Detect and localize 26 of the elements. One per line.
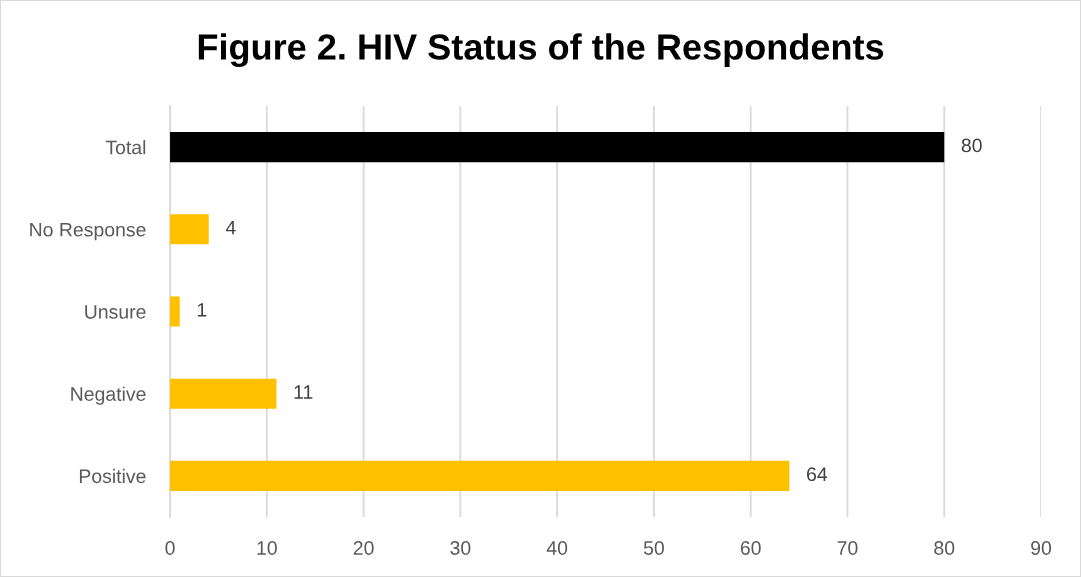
bar	[170, 460, 790, 491]
x-tick-label: 90	[1031, 541, 1052, 555]
y-tick-label: No Response	[30, 222, 146, 241]
x-tick-label: 60	[740, 541, 761, 555]
data-label: 11	[294, 385, 313, 399]
x-tick-label: 40	[546, 541, 568, 555]
data-label: 64	[807, 467, 828, 482]
data-label: 1	[197, 303, 207, 317]
y-tick-label: Total	[105, 140, 146, 155]
bar	[170, 214, 209, 245]
x-tick-label: 30	[450, 541, 471, 555]
y-tick-label: Negative	[71, 386, 146, 405]
x-tick-label: 20	[353, 541, 374, 555]
bar	[170, 378, 277, 409]
x-tick-label: 10	[257, 541, 277, 555]
y-tick-label: Positive	[79, 468, 146, 484]
bar	[170, 296, 180, 327]
chart-title: Figure 2. HIV Status of the Respondents	[198, 33, 884, 68]
data-label: 80	[961, 138, 982, 153]
bar	[170, 132, 945, 163]
y-tick-label: Unsure	[85, 305, 146, 319]
data-label: 4	[225, 220, 236, 235]
x-tick-label: 80	[934, 541, 955, 555]
x-tick-label: 50	[643, 541, 664, 555]
x-tick-label: 70	[837, 541, 858, 555]
x-tick-label: 0	[165, 541, 175, 555]
